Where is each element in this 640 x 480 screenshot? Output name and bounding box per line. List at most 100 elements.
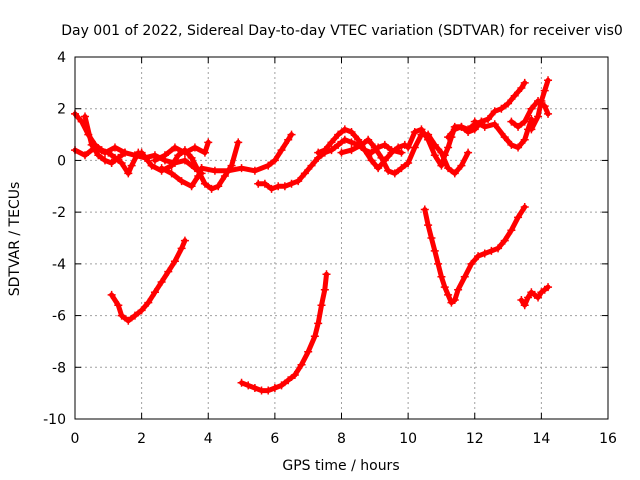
data-point <box>237 164 246 173</box>
data-point <box>397 148 406 157</box>
data-point <box>424 221 433 230</box>
series-line <box>199 132 294 174</box>
data-point <box>314 319 323 328</box>
data-point <box>404 143 413 152</box>
data-point <box>150 288 159 297</box>
data-point <box>517 84 526 93</box>
data-point <box>137 148 146 157</box>
data-point <box>150 156 159 165</box>
y-tick-label: 4 <box>57 50 66 66</box>
data-point <box>474 252 483 261</box>
data-point <box>334 140 343 149</box>
x-tick-label: 16 <box>599 431 617 447</box>
series-arc-2 <box>71 109 143 178</box>
data-point <box>507 140 516 149</box>
data-point <box>117 159 126 168</box>
data-point <box>277 146 286 155</box>
data-point <box>404 159 413 168</box>
data-point <box>424 135 433 144</box>
data-point <box>514 122 523 131</box>
data-point <box>457 122 466 131</box>
data-point <box>430 246 439 255</box>
x-tick-label: 14 <box>532 431 550 447</box>
data-point <box>250 166 259 175</box>
data-point <box>284 135 293 144</box>
x-tick-label: 8 <box>337 431 346 447</box>
data-point <box>460 272 469 281</box>
data-point <box>334 130 343 139</box>
data-point <box>387 148 396 157</box>
chart-title: Day 001 of 2022, Sidereal Day-to-day VTE… <box>61 23 623 39</box>
series-arc-7 <box>197 130 296 175</box>
data-point <box>207 184 216 193</box>
data-point <box>310 332 319 341</box>
data-point <box>210 166 219 175</box>
series-arc-19 <box>517 283 553 310</box>
data-point <box>157 164 166 173</box>
data-point <box>294 177 303 186</box>
series-line <box>445 80 528 140</box>
data-point <box>520 202 529 211</box>
data-point <box>124 316 133 325</box>
x-tick-label: 6 <box>270 431 279 447</box>
series-arc-16 <box>107 236 189 325</box>
data-point <box>510 91 519 100</box>
axes: 0 2 4 6 8 10 12 14 16 4 2 0 -2 -4 -6 -8 -10 <box>43 50 617 447</box>
data-point <box>504 99 513 108</box>
data-point <box>264 386 273 395</box>
data-point <box>490 107 499 116</box>
data-point <box>540 86 549 95</box>
series-line <box>239 271 329 394</box>
data-point <box>280 182 289 191</box>
data-point <box>110 143 119 152</box>
data-point <box>440 151 449 160</box>
data-point <box>322 270 331 279</box>
data-point <box>264 161 273 170</box>
data-series <box>71 76 553 395</box>
data-point <box>527 104 536 113</box>
series-arc-6 <box>157 164 206 191</box>
data-point <box>464 127 473 136</box>
series-arc-18 <box>420 202 529 307</box>
data-point <box>440 283 449 292</box>
data-point <box>194 171 203 180</box>
x-tick-label: 10 <box>399 431 417 447</box>
data-point <box>187 182 196 191</box>
grid <box>75 57 608 419</box>
data-point <box>107 159 116 168</box>
data-point <box>307 161 316 170</box>
data-point <box>277 381 286 390</box>
data-point <box>507 117 516 126</box>
data-point <box>117 311 126 320</box>
series-line <box>109 238 188 324</box>
data-point <box>534 293 543 302</box>
data-point <box>354 135 363 144</box>
data-point <box>520 78 529 87</box>
data-point <box>107 290 116 299</box>
data-point <box>290 371 299 380</box>
data-point <box>497 104 506 113</box>
data-point <box>534 112 543 121</box>
data-point <box>174 151 183 160</box>
x-tick-label: 4 <box>204 431 213 447</box>
x-tick-label: 0 <box>71 431 80 447</box>
data-point <box>384 166 393 175</box>
data-point <box>104 148 113 157</box>
data-point <box>147 161 156 170</box>
x-tick-label: 12 <box>466 431 484 447</box>
data-point <box>167 161 176 170</box>
y-tick-label: 2 <box>57 102 66 118</box>
data-point <box>500 133 509 142</box>
data-point <box>544 283 553 292</box>
data-point <box>394 143 403 152</box>
data-point <box>490 120 499 129</box>
data-point <box>197 164 206 173</box>
y-tick-label: -10 <box>43 412 66 428</box>
data-point <box>514 213 523 222</box>
data-point <box>267 184 276 193</box>
data-point <box>200 179 209 188</box>
data-point <box>437 272 446 281</box>
data-point <box>297 360 306 369</box>
series-arc-12 <box>444 78 529 142</box>
data-point <box>487 246 496 255</box>
